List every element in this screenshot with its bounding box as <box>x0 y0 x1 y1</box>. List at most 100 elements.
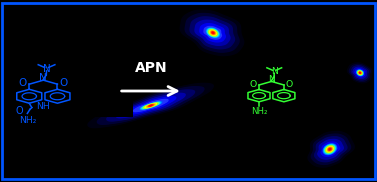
Polygon shape <box>348 63 371 82</box>
Polygon shape <box>351 65 369 80</box>
Polygon shape <box>116 93 185 118</box>
Polygon shape <box>313 135 349 163</box>
Polygon shape <box>120 94 182 117</box>
Polygon shape <box>141 102 160 109</box>
Polygon shape <box>319 140 342 158</box>
Polygon shape <box>207 28 219 37</box>
Polygon shape <box>183 12 241 54</box>
Polygon shape <box>191 17 234 48</box>
Polygon shape <box>348 63 371 82</box>
Polygon shape <box>212 32 214 33</box>
Polygon shape <box>188 16 236 50</box>
Polygon shape <box>328 148 332 151</box>
Polygon shape <box>135 100 166 111</box>
Polygon shape <box>206 28 220 38</box>
Polygon shape <box>326 147 333 152</box>
Polygon shape <box>208 29 218 36</box>
Polygon shape <box>211 31 215 34</box>
Polygon shape <box>210 30 216 35</box>
Polygon shape <box>196 21 229 45</box>
Polygon shape <box>354 68 366 78</box>
Polygon shape <box>199 23 226 42</box>
Polygon shape <box>195 20 230 45</box>
Polygon shape <box>310 133 352 165</box>
Polygon shape <box>313 135 349 163</box>
Polygon shape <box>101 88 201 123</box>
Polygon shape <box>357 70 363 75</box>
Text: N: N <box>271 67 278 76</box>
Polygon shape <box>123 96 179 115</box>
Polygon shape <box>94 86 207 125</box>
Polygon shape <box>200 24 225 42</box>
Polygon shape <box>184 13 240 53</box>
Polygon shape <box>311 134 351 164</box>
Text: O: O <box>286 80 293 89</box>
Polygon shape <box>354 68 366 78</box>
Polygon shape <box>112 92 190 119</box>
Polygon shape <box>143 103 159 108</box>
Polygon shape <box>311 134 351 165</box>
Polygon shape <box>205 28 220 38</box>
Polygon shape <box>96 86 205 125</box>
Polygon shape <box>352 67 367 79</box>
Polygon shape <box>325 145 335 153</box>
Text: NH₂: NH₂ <box>251 107 267 116</box>
Polygon shape <box>322 143 339 156</box>
Polygon shape <box>359 71 362 74</box>
Polygon shape <box>309 132 354 167</box>
Polygon shape <box>193 19 232 47</box>
Polygon shape <box>207 29 219 37</box>
Polygon shape <box>353 67 367 78</box>
Polygon shape <box>210 31 216 35</box>
Polygon shape <box>350 65 369 81</box>
Polygon shape <box>353 67 366 78</box>
Polygon shape <box>352 66 368 79</box>
Text: N: N <box>40 73 47 83</box>
Polygon shape <box>350 65 370 81</box>
Polygon shape <box>309 132 353 166</box>
Polygon shape <box>356 69 365 76</box>
Polygon shape <box>314 136 348 162</box>
Polygon shape <box>198 23 227 43</box>
FancyBboxPatch shape <box>0 58 133 117</box>
Polygon shape <box>358 71 362 74</box>
Polygon shape <box>327 147 333 151</box>
Polygon shape <box>358 71 362 75</box>
Polygon shape <box>320 142 340 157</box>
Polygon shape <box>139 102 162 110</box>
Polygon shape <box>329 148 331 150</box>
Polygon shape <box>348 64 371 82</box>
Polygon shape <box>312 135 350 164</box>
Polygon shape <box>126 97 176 114</box>
Polygon shape <box>326 146 334 152</box>
Polygon shape <box>359 72 362 74</box>
Text: N: N <box>43 64 51 74</box>
Polygon shape <box>357 70 363 75</box>
Polygon shape <box>184 12 241 53</box>
Text: O: O <box>19 78 27 88</box>
Polygon shape <box>188 15 237 50</box>
Text: O: O <box>250 80 257 89</box>
Polygon shape <box>358 71 362 74</box>
Polygon shape <box>349 64 370 82</box>
Polygon shape <box>211 32 215 34</box>
Polygon shape <box>91 84 210 126</box>
Polygon shape <box>148 104 154 107</box>
Polygon shape <box>323 144 337 155</box>
Polygon shape <box>356 70 363 76</box>
Polygon shape <box>186 14 238 52</box>
Polygon shape <box>325 146 335 153</box>
Polygon shape <box>204 27 221 39</box>
Polygon shape <box>150 105 152 106</box>
Polygon shape <box>359 72 361 73</box>
Polygon shape <box>209 30 217 36</box>
Polygon shape <box>144 103 158 108</box>
Polygon shape <box>319 140 343 159</box>
Polygon shape <box>142 102 160 109</box>
Polygon shape <box>115 93 187 118</box>
Polygon shape <box>354 68 366 78</box>
Polygon shape <box>328 148 332 151</box>
Polygon shape <box>211 32 215 34</box>
Polygon shape <box>314 136 348 163</box>
Polygon shape <box>109 91 193 120</box>
